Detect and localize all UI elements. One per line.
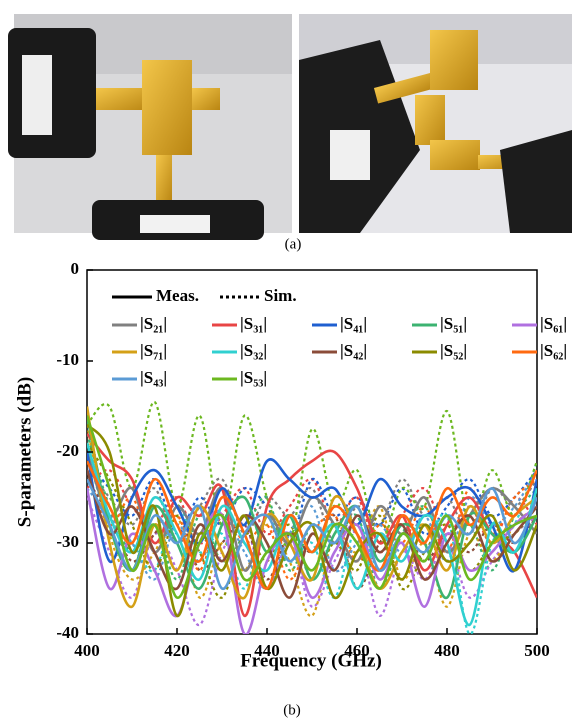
- photo-caption: (a): [285, 236, 302, 252]
- x-axis-label: Frequency (GHz): [240, 650, 382, 671]
- legend-label: |S₄₃|: [140, 368, 167, 387]
- series-line: [87, 442, 537, 599]
- legend-label: |S₅₂|: [440, 341, 467, 360]
- series-line: [87, 451, 537, 573]
- x-tick-label: 460: [344, 641, 370, 660]
- series-line: [87, 478, 537, 590]
- legend-label: |S₃₂|: [240, 341, 267, 360]
- legend-label: |S₄₂|: [340, 341, 367, 360]
- series-line: [87, 468, 537, 554]
- photo-right: [299, 14, 572, 233]
- legend-label: |S₄₁|: [340, 314, 367, 333]
- series-line: [87, 497, 537, 626]
- photo-left: [8, 14, 292, 240]
- y-tick-label: -10: [56, 350, 79, 369]
- legend-label: |S₅₁|: [440, 314, 467, 333]
- legend-label: |S₅₃|: [240, 368, 267, 387]
- series-line: [87, 460, 537, 545]
- legend-label: Meas.: [156, 286, 199, 305]
- x-tick-label: 420: [164, 641, 190, 660]
- x-tick-label: 400: [74, 641, 100, 660]
- y-tick-label: -30: [56, 532, 79, 551]
- series-line: [87, 460, 537, 590]
- legend-label: |S₃₁|: [240, 314, 267, 333]
- series-line: [87, 415, 537, 599]
- legend-label: Sim.: [264, 286, 297, 305]
- series-line: [87, 488, 537, 634]
- legend-label: |S₇₁|: [140, 341, 167, 360]
- plot-area: [87, 400, 537, 634]
- legend-label: |S₆₁|: [540, 314, 567, 333]
- series-line: [87, 400, 537, 547]
- x-tick-label: 480: [434, 641, 460, 660]
- legend-label: |S₆₂|: [540, 341, 567, 360]
- y-axis-label: S-parameters (dB): [14, 377, 35, 527]
- legend-label: |S₂₁|: [140, 314, 167, 333]
- y-tick-label: -40: [56, 623, 79, 642]
- series-line: [87, 469, 537, 599]
- x-tick-label: 500: [524, 641, 550, 660]
- y-tick-label: -20: [56, 441, 79, 460]
- series-line: [87, 433, 537, 590]
- series-line: [87, 424, 537, 617]
- y-tick-label: 0: [71, 259, 80, 278]
- series-line: [87, 423, 537, 618]
- chart-caption: (b): [283, 702, 301, 718]
- x-tick-label: 440: [254, 641, 280, 660]
